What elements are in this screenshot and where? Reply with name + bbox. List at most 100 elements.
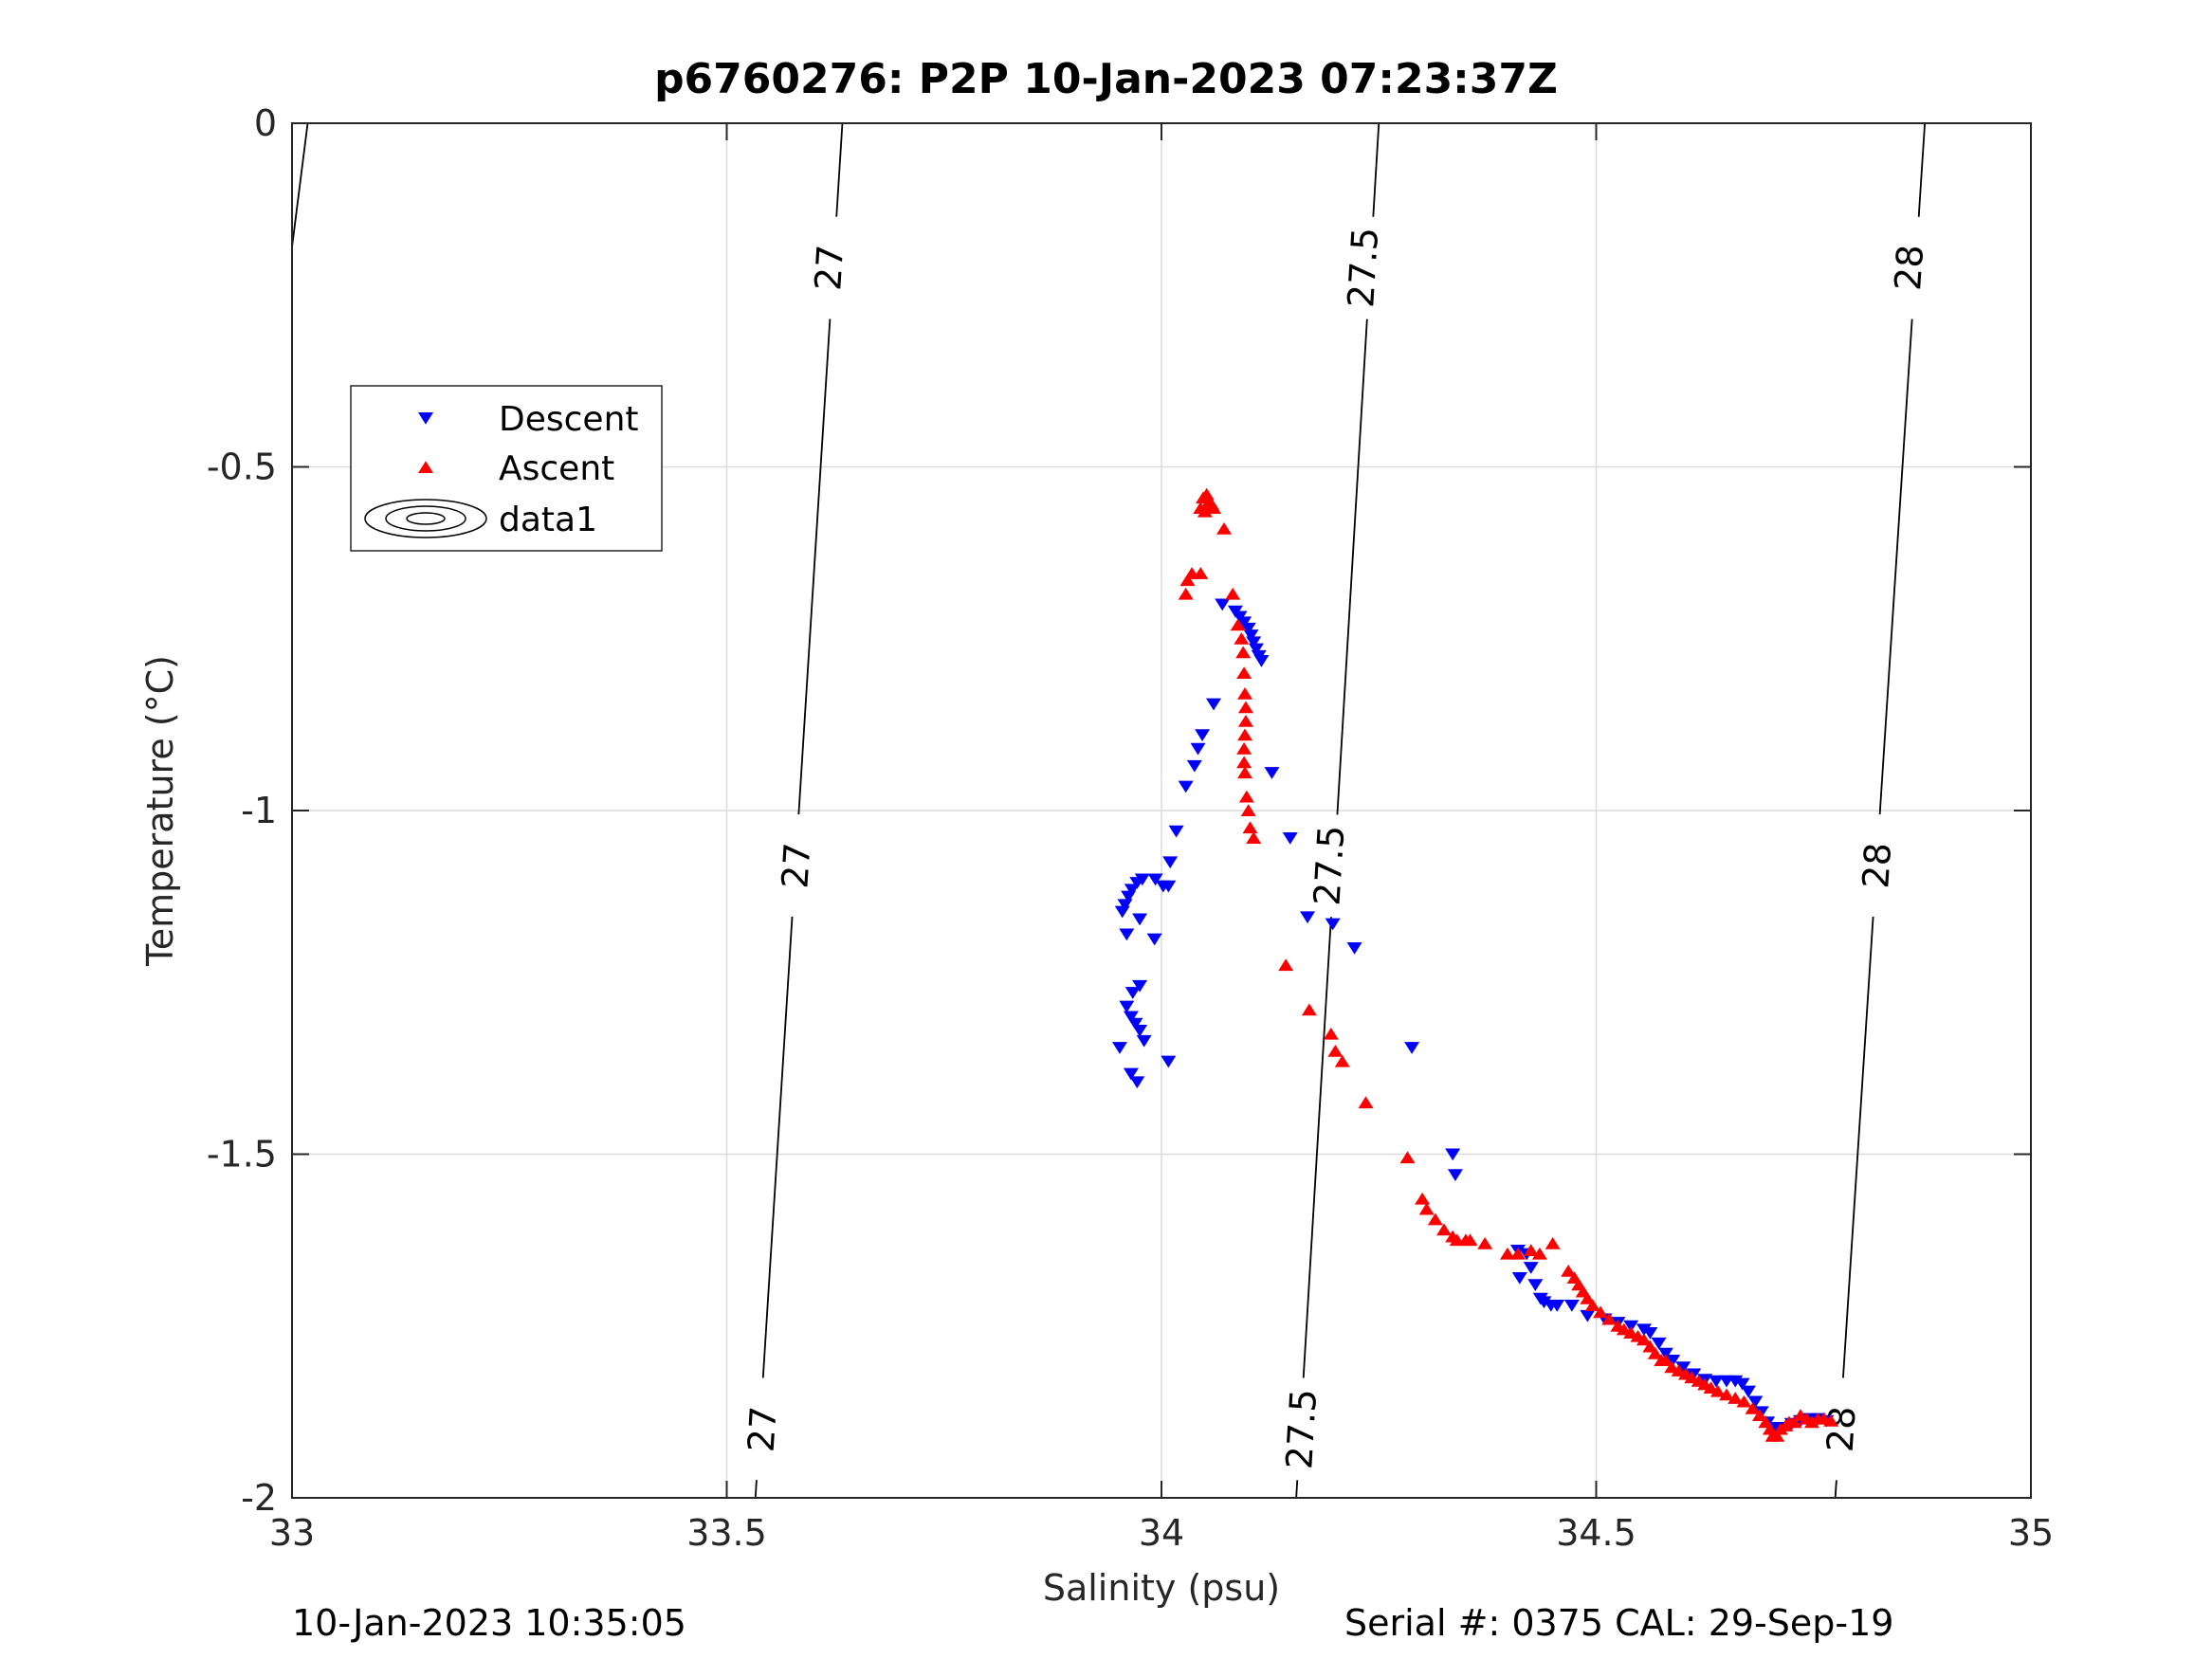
- y-tick-label: -1.5: [207, 1134, 277, 1176]
- ascent-point: [1823, 1414, 1839, 1427]
- ascent-point: [1327, 1044, 1344, 1057]
- ascent-point: [1509, 1247, 1526, 1260]
- descent-point: [1161, 880, 1177, 893]
- ascent-point: [1531, 1247, 1547, 1260]
- x-tick-label: 34: [1139, 1512, 1184, 1554]
- contour-label: 27.5: [1340, 227, 1386, 309]
- ascent-point: [1642, 1340, 1658, 1353]
- descent-point: [1246, 636, 1262, 649]
- descent-point: [1132, 979, 1148, 993]
- ascent-point: [1216, 521, 1233, 535]
- contour-line-27: [754, 122, 844, 1499]
- contour-label-gap: [736, 1376, 789, 1482]
- contour-label: 27.5: [1278, 1388, 1325, 1470]
- descent-point: [1642, 1327, 1658, 1340]
- ascent-point: [1427, 1212, 1443, 1226]
- descent-point: [1119, 1000, 1135, 1013]
- chart-title: p6760276: P2P 10-Jan-2023 07:23:37Z: [654, 55, 1558, 103]
- ascent-point: [1545, 1236, 1561, 1249]
- x-tick-label: 33: [269, 1512, 315, 1554]
- descent-point: [1168, 825, 1184, 838]
- descent-point: [1243, 629, 1259, 642]
- descent-point: [1264, 767, 1280, 779]
- descent-point: [1111, 1042, 1127, 1054]
- descent-point: [1709, 1375, 1725, 1388]
- descent-point: [1325, 918, 1341, 931]
- legend-ascent-marker: [418, 461, 433, 473]
- ascent-point: [1728, 1392, 1744, 1404]
- ascent-point: [1193, 501, 1209, 514]
- descent-point: [1240, 622, 1256, 635]
- ascent-point: [1462, 1233, 1478, 1247]
- legend-contour-ring: [364, 499, 487, 538]
- descent-point: [1523, 1262, 1539, 1274]
- ascent-point: [1242, 821, 1258, 834]
- descent-point: [1636, 1323, 1652, 1337]
- descent-series: [1111, 598, 1835, 1434]
- descent-point: [1346, 942, 1362, 955]
- ascent-point: [1593, 1305, 1609, 1319]
- ascent-point: [1246, 831, 1262, 844]
- density-contours: 27 27 27 27.5 27.5 27.5 28 28 28: [291, 122, 1936, 1499]
- footer-serial-cal: Serial #: 0375 CAL: 29-Sep-19: [1344, 1602, 1894, 1644]
- descent-point: [1527, 1279, 1544, 1292]
- x-tick-label: 35: [2008, 1512, 2054, 1554]
- descent-point: [1206, 698, 1222, 711]
- ascent-point: [1415, 1192, 1431, 1205]
- contour-label-gap: [1883, 214, 1936, 320]
- descent-point: [1651, 1337, 1667, 1350]
- descent-point: [1162, 856, 1179, 869]
- descent-point: [1123, 1011, 1139, 1024]
- ascent-point: [1236, 741, 1252, 755]
- descent-point: [1623, 1320, 1639, 1333]
- descent-point: [1119, 928, 1135, 941]
- descent-point: [1404, 1042, 1420, 1054]
- descent-point: [1147, 873, 1163, 886]
- descent-point: [1248, 643, 1264, 656]
- descent-point: [1124, 884, 1140, 897]
- contour-label: 27: [807, 244, 851, 292]
- contour-label: 28: [1887, 244, 1931, 292]
- descent-point: [1747, 1395, 1764, 1409]
- legend: Descent Ascent data1: [350, 385, 663, 552]
- ascent-point: [1179, 574, 1196, 587]
- y-tick-label: -2: [241, 1477, 277, 1519]
- ascent-point: [1399, 1151, 1416, 1164]
- ascent-point: [1278, 958, 1294, 972]
- descent-point: [1536, 1296, 1552, 1309]
- contour-label: 28: [1855, 841, 1899, 889]
- ascent-point: [1198, 487, 1215, 501]
- legend-contour-ring: [385, 505, 466, 532]
- descent-point: [1178, 780, 1194, 793]
- contour-label: 27.5: [1306, 824, 1352, 906]
- contour-line-27.5: [1295, 122, 1380, 1499]
- contour-label-gap: [1851, 812, 1904, 919]
- descent-point: [1132, 913, 1148, 926]
- ascent-point: [1769, 1429, 1785, 1442]
- ascent-point: [1237, 701, 1253, 714]
- ascent-point: [1206, 501, 1222, 514]
- ascent-series: [1178, 487, 1839, 1442]
- x-axis-label: Salinity (psu): [1043, 1567, 1280, 1609]
- descent-point: [1124, 987, 1141, 999]
- ascent-point: [1709, 1384, 1726, 1397]
- contour-label: 27: [774, 841, 818, 889]
- ascent-point: [1803, 1415, 1819, 1429]
- descent-point: [1665, 1355, 1681, 1367]
- ascent-point: [1178, 587, 1194, 600]
- ascent-point: [1236, 666, 1252, 679]
- ascent-point: [1477, 1236, 1493, 1249]
- legend-contour-ring: [406, 512, 446, 525]
- descent-point: [1740, 1385, 1756, 1398]
- descent-point: [1563, 1300, 1580, 1312]
- descent-point: [1190, 742, 1206, 756]
- ascent-point: [1237, 766, 1253, 779]
- descent-point: [1253, 654, 1270, 667]
- descent-point: [1215, 598, 1231, 611]
- contour-label-gap: [803, 214, 856, 320]
- ascent-point: [1745, 1401, 1761, 1414]
- descent-point: [1445, 1148, 1461, 1161]
- contour-line-partial: [291, 122, 309, 247]
- ascent-point: [1334, 1054, 1350, 1067]
- legend-ascent-label: Ascent: [499, 449, 614, 488]
